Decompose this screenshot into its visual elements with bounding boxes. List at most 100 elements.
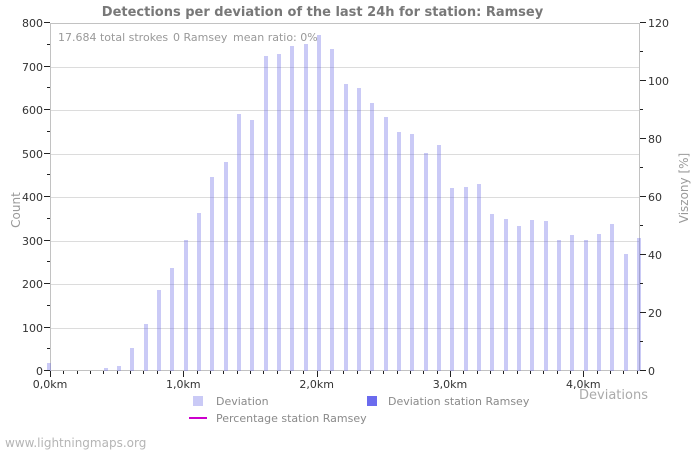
x-axis-tick [369,371,371,374]
x-axis-tick [423,371,425,374]
x-axis-tick [289,371,291,374]
x-axis-tick [50,371,51,377]
x-axis-tick [463,371,465,374]
bar [477,184,482,371]
y-axis-tick [44,65,50,67]
y2-axis-tick [640,138,646,139]
bar [623,254,628,371]
y-axis-tick-label: 600 [22,104,43,117]
x-axis-tick [516,371,518,374]
x-axis-tick [449,371,451,377]
bar [410,134,415,371]
annotation-mean-ratio: mean ratio: 0% [233,31,318,44]
x-axis-tick [116,371,118,374]
x-axis-tick-label: 1,0km [166,378,201,391]
bar [503,219,508,371]
bar [170,268,175,371]
x-axis-tick [409,371,411,374]
watermark-link: www.lightningmaps.org [5,436,147,450]
bar [610,224,615,371]
y-axis-tick [47,130,50,132]
y2-axis-tick-label: 100 [648,75,669,88]
bar [317,35,322,371]
legend-label-percentage: Percentage station Ramsey [216,412,367,425]
bar [210,177,215,371]
x-axis-tick [129,371,131,374]
y-axis-tick [44,283,50,284]
bar [570,235,575,371]
y-axis-tick-label: 0 [36,365,43,378]
annotation-station-strokes: 0 Ramsey [173,31,228,44]
y2-axis-tick [640,80,646,81]
bar [237,114,242,371]
x-axis-tick [329,371,331,374]
x-axis-tick [383,371,385,374]
x-axis-title: Deviations [579,388,648,403]
gridline [51,197,639,198]
x-axis-tick [489,371,491,374]
bar [463,187,468,371]
x-axis-tick [156,371,158,374]
y2-axis-tick-label: 40 [648,249,662,262]
x-axis-tick [183,371,185,377]
x-axis-tick-label: 4,0km [566,378,601,391]
x-axis-tick [556,371,558,374]
x-axis-tick [249,371,251,374]
x-axis-tick [276,371,278,374]
bar [250,120,255,371]
y-axis-tick [47,304,50,306]
y2-axis-tick [640,370,646,371]
x-axis-tick [76,371,78,374]
y-axis-title-left: Count [9,192,23,228]
gridline [51,110,639,111]
bar [637,238,642,371]
bar [490,214,495,371]
bar [423,153,428,371]
y2-axis-tick [640,341,643,342]
gridline [51,66,639,68]
y2-axis-tick [640,254,646,255]
y-axis-tick [44,326,50,328]
y2-axis-tick [640,22,646,23]
y2-axis-tick [640,109,643,110]
bar [397,132,402,371]
bar [343,84,348,371]
y-axis-tick [44,109,50,110]
y2-axis-tick [640,225,643,226]
y-axis-tick [47,261,50,263]
x-axis-tick [569,371,571,374]
y2-axis-tick-label: 120 [648,17,669,30]
x-axis-tick [343,371,345,374]
legend-swatch-deviation [193,396,203,406]
y-axis-tick-label: 200 [22,278,43,291]
x-axis-tick [596,371,598,374]
y2-axis-tick-label: 0 [648,365,655,378]
x-axis-tick [223,371,225,374]
y2-axis-tick [640,51,643,52]
x-axis-tick-label: 0,0km [32,378,68,391]
bar [263,56,268,371]
x-axis-tick [583,371,585,377]
x-axis-tick [503,371,505,374]
bar [383,117,388,371]
x-axis-tick [209,371,211,374]
bar [370,103,375,371]
x-axis-tick [436,371,438,374]
x-axis-tick [396,371,398,374]
y-axis-tick [44,196,50,197]
x-axis-tick [236,371,238,374]
y-axis-tick [47,217,50,219]
y-axis-tick-label: 500 [22,147,43,161]
x-axis-tick [196,371,198,374]
gridline [51,327,639,329]
bar [143,324,148,371]
bar [223,162,228,371]
x-axis-tick [636,371,638,374]
bar [357,88,362,371]
x-axis-tick [476,371,478,374]
bar [543,221,548,371]
x-axis-tick [356,371,358,374]
chart-title: Detections per deviation of the last 24h… [101,5,544,20]
x-axis-tick [63,371,65,374]
